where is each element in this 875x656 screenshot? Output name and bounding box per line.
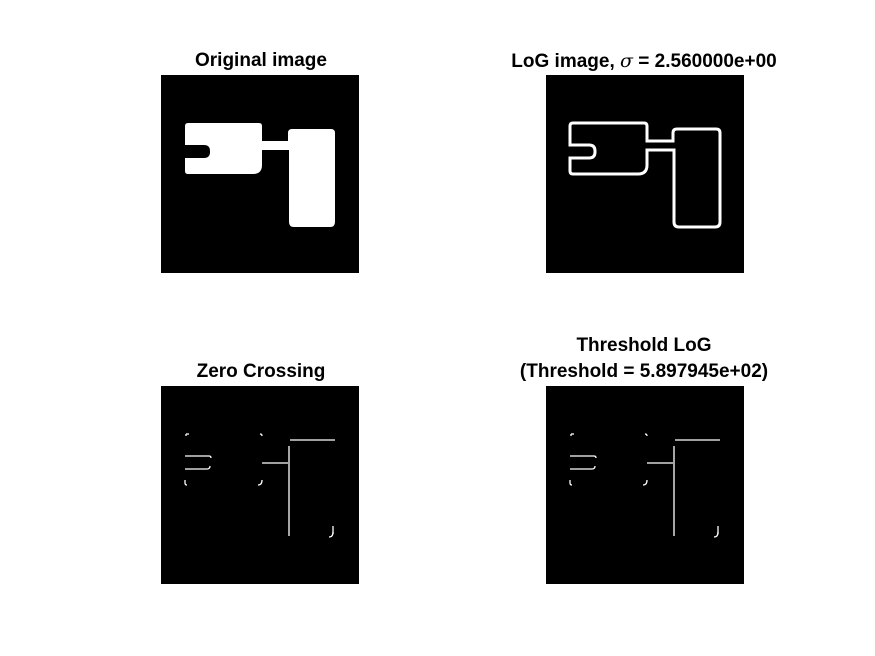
- threshold-log-edges: [569, 433, 720, 538]
- log-title-prefix: LoG image,: [511, 51, 621, 72]
- log-title-suffix: = 2.560000e+00: [633, 51, 777, 72]
- original-image-title: Original image: [161, 50, 361, 72]
- threshold-log-canvas: [546, 386, 744, 584]
- threshold-log-title-line-2: (Threshold = 5.897945e+02): [519, 361, 769, 382]
- original-image-panel: [161, 75, 359, 273]
- threshold-log-title-line-1: Threshold LoG: [576, 335, 712, 356]
- zero-crossing-edges: [184, 433, 335, 538]
- zero-crossing-panel: [161, 386, 359, 584]
- threshold-log-panel: [546, 386, 744, 584]
- log-image-canvas: [546, 75, 744, 273]
- log-edge-outline: [568, 121, 722, 229]
- threshold-log-title: Threshold LoG (Threshold = 5.897945e+02): [494, 335, 794, 383]
- sigma-symbol: σ: [620, 50, 634, 72]
- log-image-title: LoG image, σ = 2.560000e+00: [494, 50, 794, 73]
- original-shape: [185, 123, 335, 227]
- zero-crossing-title: Zero Crossing: [161, 361, 361, 383]
- zero-crossing-title-text: Zero Crossing: [196, 361, 326, 382]
- log-image-panel: [546, 75, 744, 273]
- original-image-title-text: Original image: [195, 50, 327, 71]
- original-image-canvas: [161, 75, 359, 273]
- zero-crossing-canvas: [161, 386, 359, 584]
